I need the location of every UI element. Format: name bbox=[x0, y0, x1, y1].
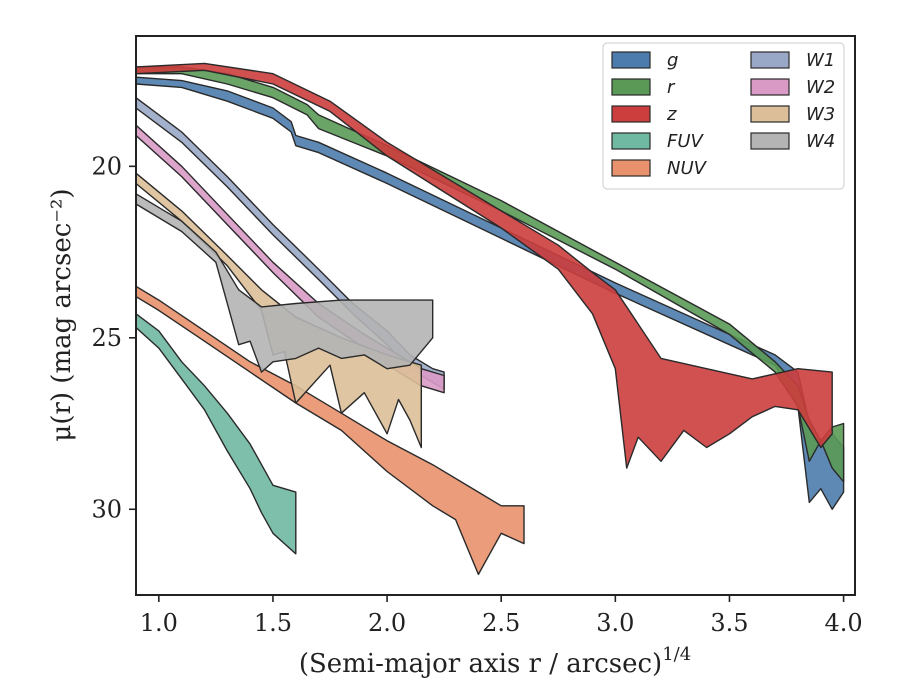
legend-label-z: z bbox=[666, 104, 677, 125]
legend-label-r: r bbox=[667, 77, 676, 98]
x-axis: 1.0 1.5 2.0 2.5 3.0 3.5 4.0 bbox=[140, 595, 863, 637]
band-z bbox=[136, 62, 833, 469]
legend-swatch-w1 bbox=[750, 51, 790, 69]
legend-swatch-w3 bbox=[750, 105, 790, 123]
legend-swatch-fuv bbox=[611, 132, 651, 150]
legend-label-w4: W4 bbox=[806, 131, 835, 152]
legend-swatch-nuv bbox=[611, 159, 651, 177]
x-tick-label: 3.0 bbox=[596, 609, 634, 637]
legend-label-w2: W2 bbox=[806, 77, 835, 98]
band-fuv bbox=[136, 313, 297, 555]
band-g bbox=[136, 76, 845, 510]
legend-swatch-z bbox=[611, 105, 651, 123]
x-axis-title: (Semi-major axis r / arcsec)1/4 bbox=[299, 644, 691, 679]
y-tick-label: 20 bbox=[91, 152, 122, 180]
legend-swatch-w2 bbox=[750, 78, 790, 96]
band-r bbox=[136, 66, 845, 483]
x-tick-label: 2.5 bbox=[482, 609, 520, 637]
legend-swatch-w4 bbox=[750, 132, 790, 150]
x-tick-label: 1.0 bbox=[140, 609, 178, 637]
legend-label-w3: W3 bbox=[806, 104, 835, 125]
x-tick-label: 2.0 bbox=[368, 609, 406, 637]
x-tick-label: 3.5 bbox=[710, 609, 748, 637]
legend-swatch-g bbox=[611, 51, 651, 69]
legend-label-fuv: FUV bbox=[667, 131, 705, 152]
plot-frame bbox=[135, 35, 856, 596]
legend: grz FUV NUV W1 W2 W3 W4 bbox=[602, 42, 845, 190]
y-axis-title: μ(r) (mag arcsec⁻²) bbox=[47, 188, 77, 441]
legend-label-w1: W1 bbox=[806, 50, 835, 71]
x-tick-label: 1.5 bbox=[254, 609, 292, 637]
y-tick-label: 30 bbox=[91, 495, 122, 523]
y-axis: 20 25 30 bbox=[91, 152, 136, 523]
band-w4 bbox=[136, 193, 434, 373]
series-layer bbox=[136, 62, 845, 576]
x-tick-label: 4.0 bbox=[825, 609, 863, 637]
legend-swatch-r bbox=[611, 78, 651, 96]
y-tick-label: 25 bbox=[91, 324, 122, 352]
legend-label-g: g bbox=[667, 50, 678, 71]
legend-label-nuv: NUV bbox=[667, 158, 708, 179]
